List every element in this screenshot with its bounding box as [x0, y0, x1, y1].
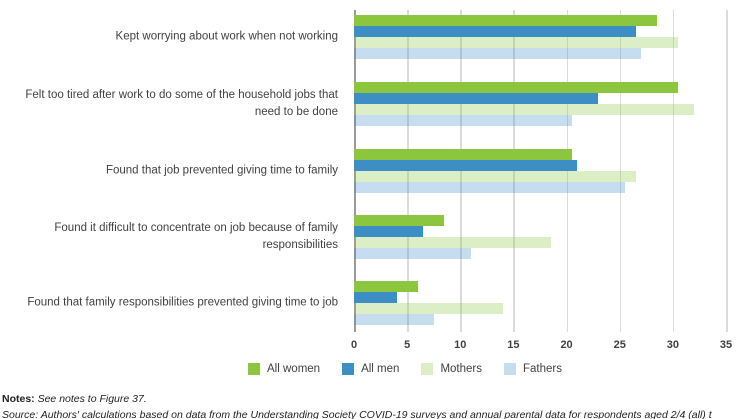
notes-text: See notes to Figure 37.: [34, 393, 147, 405]
legend-label: All men: [361, 363, 400, 375]
legend-item-mothers: Mothers: [421, 363, 482, 375]
x-tick-label-35: 35: [719, 339, 733, 351]
bar-fathers: [354, 48, 641, 59]
y-axis-line: [354, 10, 356, 332]
bar-mothers: [354, 237, 551, 248]
category-label: Felt too tired after work to do some of …: [25, 89, 338, 118]
gridline-5: [407, 10, 409, 332]
notes-label: Notes:: [2, 393, 35, 405]
bar-group-5: [354, 281, 726, 325]
x-tick-label-0: 0: [350, 339, 358, 351]
bar-all-men: [354, 93, 599, 104]
figure-notes: Notes: See notes to Figure 37. Source: A…: [2, 392, 746, 419]
bar-all-women: [354, 215, 445, 226]
bar-fathers: [354, 248, 471, 259]
bar-mothers: [354, 104, 695, 115]
legend-swatch-icon: [421, 363, 434, 375]
bar-mothers: [354, 303, 503, 314]
bar-all-women: [354, 149, 572, 160]
legend-item-all-women: All women: [248, 363, 320, 375]
gridline-25: [619, 10, 622, 332]
legend-label: Mothers: [440, 363, 482, 375]
bar-group-2: [354, 82, 726, 126]
bar-mothers: [354, 37, 679, 48]
gridline-10: [460, 10, 462, 332]
x-tick-label-30: 30: [666, 339, 679, 351]
legend-item-all-men: All men: [342, 363, 399, 375]
x-tick-label-20: 20: [560, 339, 573, 351]
chart-legend: All women All men Mothers Fathers: [248, 363, 562, 375]
category-label: Kept worrying about work when not workin…: [115, 30, 338, 43]
legend-label: All women: [267, 363, 321, 375]
bar-all-men: [354, 292, 397, 303]
bar-group-1: [354, 15, 726, 59]
bar-all-men: [354, 160, 578, 171]
category-label: Found that family responsibilities preve…: [27, 296, 338, 309]
legend-swatch-icon: [342, 363, 355, 375]
bar-fathers: [354, 115, 572, 126]
category-label: Found it difficult to concentrate on job…: [54, 222, 338, 251]
x-tick-label-25: 25: [613, 339, 626, 351]
legend-swatch-icon: [503, 363, 516, 375]
category-labels: Kept worrying about work when not workin…: [0, 0, 346, 345]
x-tick-label-15: 15: [507, 339, 520, 351]
bar-all-men: [354, 26, 636, 37]
bar-all-women: [354, 15, 657, 26]
bar-mothers: [354, 171, 636, 182]
gridline-15: [513, 10, 515, 332]
x-tick-label-5: 5: [404, 339, 411, 351]
bar-fathers: [354, 182, 626, 193]
bar-all-men: [354, 226, 424, 237]
x-tick-label-10: 10: [454, 339, 467, 351]
legend-label: Fathers: [522, 363, 562, 375]
source-text: Source: Authors' calculations based on d…: [2, 408, 712, 419]
gridline-35: [726, 10, 728, 332]
category-label: Found that job prevented giving time to …: [105, 164, 338, 177]
bar-group-4: [354, 215, 726, 259]
plot-area: [354, 8, 728, 332]
bar-all-women: [354, 281, 418, 292]
gridline-20: [566, 10, 569, 332]
bar-fathers: [354, 314, 434, 325]
bar-group-3: [354, 149, 726, 193]
gridline-30: [672, 10, 675, 332]
bar-all-women: [354, 82, 679, 93]
legend-swatch-icon: [248, 363, 261, 375]
legend-item-fathers: Fathers: [503, 363, 562, 375]
